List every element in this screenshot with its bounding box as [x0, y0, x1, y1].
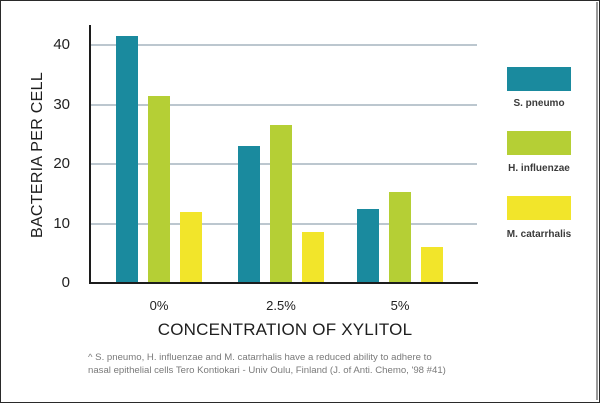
bar-m-catarrhalis-5pct: [421, 247, 443, 283]
bar-m-catarrhalis-0pct: [180, 211, 202, 283]
x-axis-title: CONCENTRATION OF XYLITOL: [157, 320, 413, 339]
y-tick-0: 0: [61, 274, 70, 291]
footnote-line-2: nasal epithelial cells Tero Kontiokari -…: [88, 365, 446, 376]
y-tick-20: 20: [53, 155, 70, 172]
x-axis-line: [89, 282, 478, 284]
bar-h-influenzae-0pct: [148, 95, 170, 283]
bar-s-pneumo-5pct: [357, 208, 379, 283]
legend-swatch-h-influenzae: [507, 131, 571, 155]
legend-swatch-s-pneumo: [507, 67, 571, 91]
x-tick-2-5pct: 2.5%: [266, 298, 296, 313]
bar-s-pneumo-0pct: [116, 36, 138, 283]
y-tick-10: 10: [53, 214, 70, 232]
y-tick-40: 40: [53, 36, 70, 53]
x-tick-0pct: 0%: [149, 298, 169, 313]
y-axis-line: [89, 25, 91, 284]
legend-label-m-catarrhalis: M. catarrhalis: [506, 229, 572, 240]
footnote: ^ S. pneumo, H. influenzae and M. catarr…: [88, 351, 508, 377]
bar-m-catarrhalis-2-5pct: [302, 232, 324, 283]
legend-label-h-influenzae: H. influenzae: [508, 163, 570, 174]
y-tick-30: 30: [53, 95, 70, 113]
y-axis-title: BACTERIA PER CELL: [29, 71, 46, 239]
footnote-line-1: ^ S. pneumo, H. influenzae and M. catarr…: [88, 352, 432, 363]
x-tick-5pct: 5%: [390, 298, 410, 313]
gridline-40: [91, 44, 477, 46]
bar-h-influenzae-5pct: [389, 191, 411, 283]
gridline-30: [91, 103, 477, 106]
legend-swatch-m-catarrhalis: [507, 196, 571, 220]
legend-label-s-pneumo: S. pneumo: [513, 98, 565, 109]
bar-s-pneumo-2-5pct: [238, 146, 260, 283]
frame-shadow: [596, 2, 598, 400]
bar-h-influenzae-2-5pct: [270, 125, 292, 283]
